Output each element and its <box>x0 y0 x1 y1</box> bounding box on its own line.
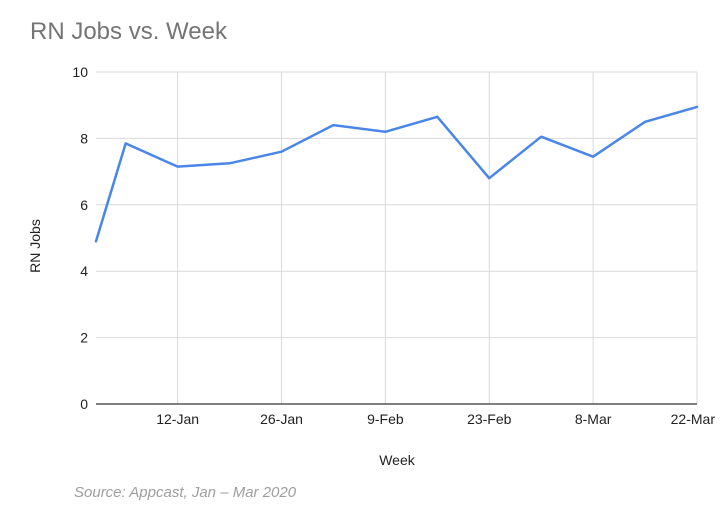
chart-title: RN Jobs vs. Week <box>30 18 227 45</box>
y-tick-label: 4 <box>80 263 88 279</box>
series <box>94 105 699 243</box>
gridlines <box>96 71 698 404</box>
y-tick-label: 8 <box>80 130 88 146</box>
x-tick-label: 9-Feb <box>367 411 404 427</box>
x-tick-label: 26-Jan <box>260 411 303 427</box>
x-tick-label: 12-Jan <box>156 411 199 427</box>
line-chart: 0 2 4 6 8 10 12-Jan 26-Jan 9-Feb 23-Feb 8-Mar 22-M… <box>27 64 715 468</box>
y-tick-label: 2 <box>80 330 88 346</box>
y-axis-title: RN Jobs <box>27 219 43 273</box>
y-tick-label: 0 <box>80 396 88 412</box>
y-tick-label: 10 <box>72 64 88 80</box>
source-note: Source: Appcast, Jan – Mar 2020 <box>74 484 297 501</box>
series-line-0 <box>94 105 699 243</box>
y-tick-labels: 0 2 4 6 8 10 <box>72 64 88 412</box>
x-axis-title: Week <box>379 452 416 468</box>
x-tick-label: 8-Mar <box>575 411 612 427</box>
x-tick-label: 22-Mar <box>671 411 716 427</box>
y-tick-label: 6 <box>80 197 88 213</box>
x-tick-labels: 12-Jan 26-Jan 9-Feb 23-Feb 8-Mar 22-Mar <box>156 411 715 427</box>
x-tick-label: 23-Feb <box>467 411 512 427</box>
